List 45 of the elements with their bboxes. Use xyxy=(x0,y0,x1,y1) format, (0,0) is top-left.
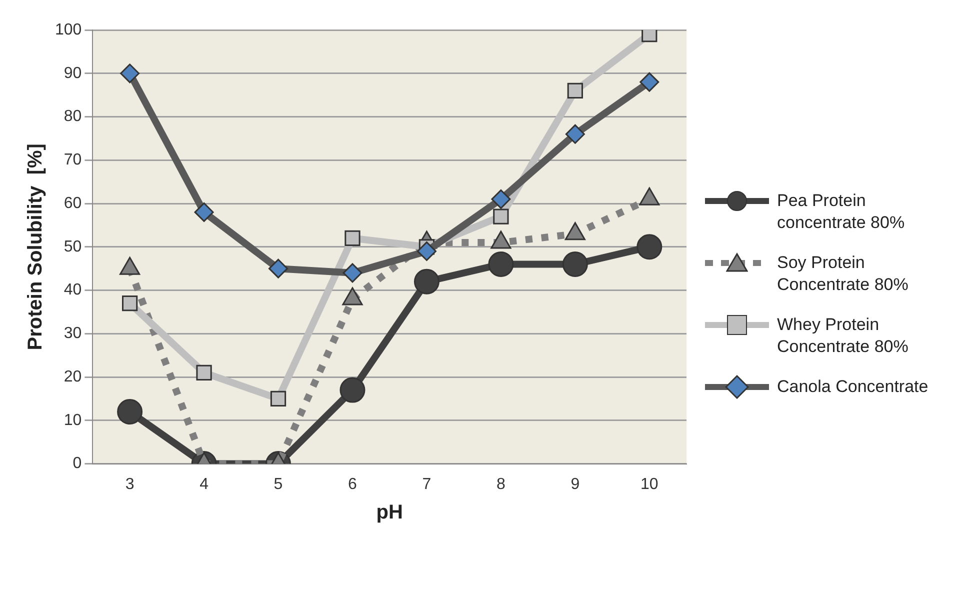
x-tick-label: 10 xyxy=(640,476,658,493)
y-tick-label: 100 xyxy=(54,21,82,38)
point xyxy=(565,124,585,144)
x-tick-label: 8 xyxy=(496,476,506,493)
legend-label: Whey Protein Concentrate 80% xyxy=(777,314,910,358)
y-tick-label: 90 xyxy=(64,64,82,82)
y-tick-label: 30 xyxy=(64,325,82,342)
y-tick-label: 40 xyxy=(64,282,82,299)
point xyxy=(562,252,588,277)
legend-label: Soy Protein Concentrate 80% xyxy=(777,252,910,296)
x-tick-label: 9 xyxy=(570,476,580,493)
point xyxy=(122,295,138,312)
point xyxy=(491,189,511,209)
point xyxy=(488,252,514,277)
point xyxy=(344,230,360,246)
point xyxy=(493,208,509,224)
point xyxy=(117,398,143,424)
x-tick-label: 6 xyxy=(348,476,358,493)
y-tick-label: 10 xyxy=(64,412,82,429)
point xyxy=(636,234,662,260)
y-tick-label: 0 xyxy=(72,455,82,472)
x-tick-label: 3 xyxy=(125,476,134,493)
point xyxy=(120,64,140,84)
point xyxy=(196,364,212,381)
x-tick-label: 5 xyxy=(274,476,283,493)
y-tick-label: 80 xyxy=(64,108,82,126)
point xyxy=(416,241,436,261)
point xyxy=(340,377,366,403)
y-axis-title: Protein Solubility [%] xyxy=(24,144,47,350)
y-tick-label: 60 xyxy=(64,194,82,212)
point xyxy=(640,72,660,92)
x-axis-title: pH xyxy=(376,502,403,524)
point xyxy=(567,82,583,99)
point xyxy=(268,258,288,278)
y-tick-label: 50 xyxy=(64,238,82,256)
point xyxy=(270,390,286,407)
x-tick-label: 4 xyxy=(200,476,209,493)
point xyxy=(414,268,440,294)
point xyxy=(194,202,214,222)
y-tick-label: 20 xyxy=(64,368,82,386)
point xyxy=(342,263,362,283)
legend-label: Pea Protein concentrate 80% xyxy=(777,190,906,234)
y-tick-label: 70 xyxy=(64,152,82,169)
legend-label: Canola Concentrate xyxy=(777,376,928,398)
x-tick-label: 7 xyxy=(422,476,432,493)
